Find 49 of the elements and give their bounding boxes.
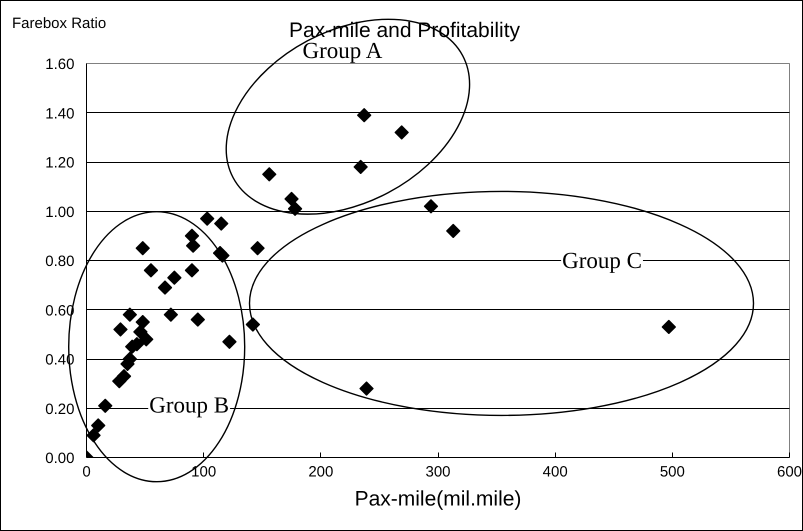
x-tick-label: 100 xyxy=(191,464,216,480)
point xyxy=(394,125,409,140)
point xyxy=(139,332,154,347)
text: Group A xyxy=(302,38,383,63)
point xyxy=(144,263,158,278)
point xyxy=(167,270,182,285)
x-tick-label: 600 xyxy=(776,464,802,480)
point xyxy=(214,216,228,231)
x-tick-label: 300 xyxy=(425,464,451,480)
point xyxy=(136,314,150,330)
point xyxy=(164,307,178,322)
point xyxy=(184,263,200,278)
x-tick-label: 400 xyxy=(542,464,568,480)
point xyxy=(222,334,237,349)
point xyxy=(288,202,302,216)
y-tick-label: 0.80 xyxy=(45,253,75,270)
y-tick-label: 1.00 xyxy=(45,204,75,221)
y-axis-title: Farebox Ratio xyxy=(12,15,106,32)
point xyxy=(91,418,106,433)
point xyxy=(184,228,200,244)
y-tick-label: 1.60 xyxy=(45,56,75,73)
x-tick-label: 0 xyxy=(82,464,91,480)
point xyxy=(122,307,138,322)
point xyxy=(200,211,214,226)
point xyxy=(359,381,374,396)
point xyxy=(136,240,150,256)
point xyxy=(662,320,676,334)
point xyxy=(186,238,200,253)
x-tick-label: 200 xyxy=(308,464,334,480)
y-tick-label: 1.40 xyxy=(45,105,75,122)
point xyxy=(158,280,172,295)
point xyxy=(116,369,132,384)
point xyxy=(250,240,265,256)
point xyxy=(113,322,128,337)
y-tick-label: 0.00 xyxy=(45,450,75,467)
point xyxy=(356,108,372,122)
y-tick-label: 0.20 xyxy=(45,400,75,418)
annotation: Group C xyxy=(562,248,642,273)
point xyxy=(424,199,438,214)
point xyxy=(262,167,276,182)
x-axis-title: Pax-mile(mil.mile) xyxy=(354,488,522,510)
point xyxy=(353,160,368,174)
point xyxy=(98,398,112,414)
annotation: Group B xyxy=(149,392,230,418)
y-tick-label: 1.20 xyxy=(45,154,75,172)
point xyxy=(284,192,299,206)
point xyxy=(446,224,460,238)
x-tick-label: 500 xyxy=(660,464,685,480)
point xyxy=(190,312,206,327)
